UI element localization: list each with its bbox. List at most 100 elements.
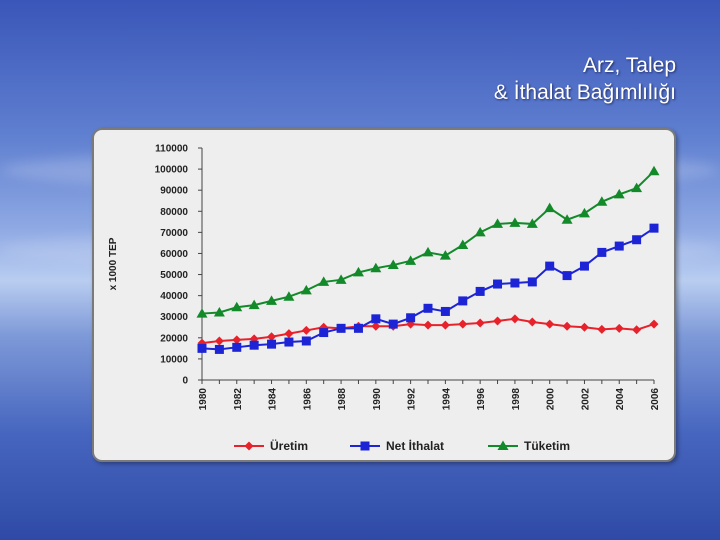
data-point: [318, 276, 330, 286]
data-point: [510, 314, 520, 324]
legend-item: Net İthalat: [350, 438, 444, 453]
x-tick-label: 1990: [372, 388, 383, 411]
y-tick-label: 100000: [155, 165, 189, 176]
data-point: [562, 321, 572, 331]
data-point: [632, 325, 642, 335]
data-point: [578, 207, 590, 218]
series-line: [201, 170, 655, 315]
x-tick-label: 2002: [580, 388, 591, 411]
legend-label: Üretim: [270, 438, 308, 453]
data-point: [579, 261, 589, 271]
data-point: [632, 235, 642, 245]
data-point: [283, 291, 295, 301]
x-tick-label: 2000: [546, 388, 557, 411]
data-point: [493, 279, 503, 289]
data-point: [544, 202, 556, 213]
x-tick-label: 1992: [407, 388, 418, 411]
x-tick-label: 1984: [268, 388, 279, 411]
data-point: [562, 271, 572, 281]
line-chart: 0 10000 20000 30000 40000 50000 60000 70000 8000…: [108, 144, 661, 454]
y-tick-label: 30000: [160, 312, 188, 323]
data-point: [527, 317, 537, 327]
data-point: [353, 323, 363, 333]
x-tick-label: 1996: [476, 388, 487, 411]
x-tick-label: 1998: [511, 388, 522, 411]
data-point: [267, 332, 277, 342]
data-point: [248, 299, 260, 310]
x-tick-label: 1994: [441, 388, 452, 411]
series-0: [197, 314, 659, 348]
data-point: [458, 319, 468, 329]
x-tick-label: 2006: [650, 388, 661, 411]
data-point: [648, 165, 660, 176]
data-point: [492, 218, 504, 228]
data-point: [249, 334, 259, 344]
x-tick-label: 1988: [337, 388, 348, 411]
data-point: [232, 342, 242, 352]
x-tick-label: 2004: [615, 388, 626, 411]
legend-item: Üretim: [234, 438, 308, 453]
data-point: [214, 344, 224, 354]
data-point: [406, 313, 416, 323]
data-point: [406, 319, 416, 329]
data-point: [335, 274, 347, 284]
data-point: [597, 247, 607, 257]
data-point: [423, 320, 433, 330]
x-axis: 1980 1982 1984 1986 1988 1990 1992 1994 1996 1998…: [198, 379, 661, 411]
data-point: [545, 319, 555, 329]
data-point: [213, 307, 225, 317]
x-tick-label: 1980: [198, 388, 209, 411]
data-point: [249, 340, 259, 350]
data-point: [423, 303, 433, 313]
data-point: [440, 306, 450, 316]
data-point: [614, 241, 624, 251]
x-tick-label: 1986: [302, 388, 313, 411]
data-point: [284, 329, 294, 339]
legend-label: Tüketim: [524, 439, 570, 453]
y-tick-label: 0: [182, 376, 188, 387]
data-point: [526, 218, 538, 228]
legend: Üretim Net İthalat Tüketim: [234, 438, 570, 453]
data-point: [352, 266, 364, 277]
data-point: [371, 314, 381, 324]
data-point: [649, 223, 659, 233]
data-point: [440, 320, 450, 330]
y-tick-label: 90000: [160, 186, 188, 197]
y-tick-label: 80000: [160, 207, 188, 218]
data-point: [596, 196, 608, 206]
data-point: [370, 262, 382, 273]
data-point: [301, 325, 311, 335]
data-point: [475, 318, 485, 328]
legend-marker: [360, 441, 370, 451]
data-point: [336, 323, 346, 333]
data-point: [458, 296, 468, 306]
data-point: [405, 255, 417, 265]
chart-panel: 0 10000 20000 30000 40000 50000 60000 70000 8000…: [92, 128, 676, 462]
data-point: [613, 188, 625, 199]
series-1: [197, 223, 659, 354]
data-point: [301, 336, 311, 346]
slide-title-line1: Arz, Talep: [583, 54, 676, 77]
data-point: [300, 284, 312, 295]
data-point: [214, 336, 224, 346]
data-point: [510, 278, 520, 288]
data-point: [422, 246, 434, 257]
series-line: [201, 227, 655, 351]
data-point: [371, 321, 381, 331]
data-point: [231, 301, 243, 312]
y-tick-label: 50000: [160, 270, 188, 281]
data-point: [545, 261, 555, 271]
y-tick-label: 40000: [160, 291, 188, 302]
y-tick-label: 60000: [160, 249, 188, 260]
data-point: [649, 319, 659, 329]
data-point: [388, 319, 398, 329]
slide-title-line2: & İthalat Bağımlılığı: [493, 81, 676, 104]
y-tick-label: 20000: [160, 333, 188, 344]
data-point: [439, 250, 451, 260]
data-point: [509, 217, 521, 227]
legend-label: Net İthalat: [386, 438, 444, 453]
data-point: [232, 335, 242, 345]
legend-marker: [497, 440, 509, 450]
data-point: [493, 316, 503, 326]
data-point: [267, 339, 277, 349]
